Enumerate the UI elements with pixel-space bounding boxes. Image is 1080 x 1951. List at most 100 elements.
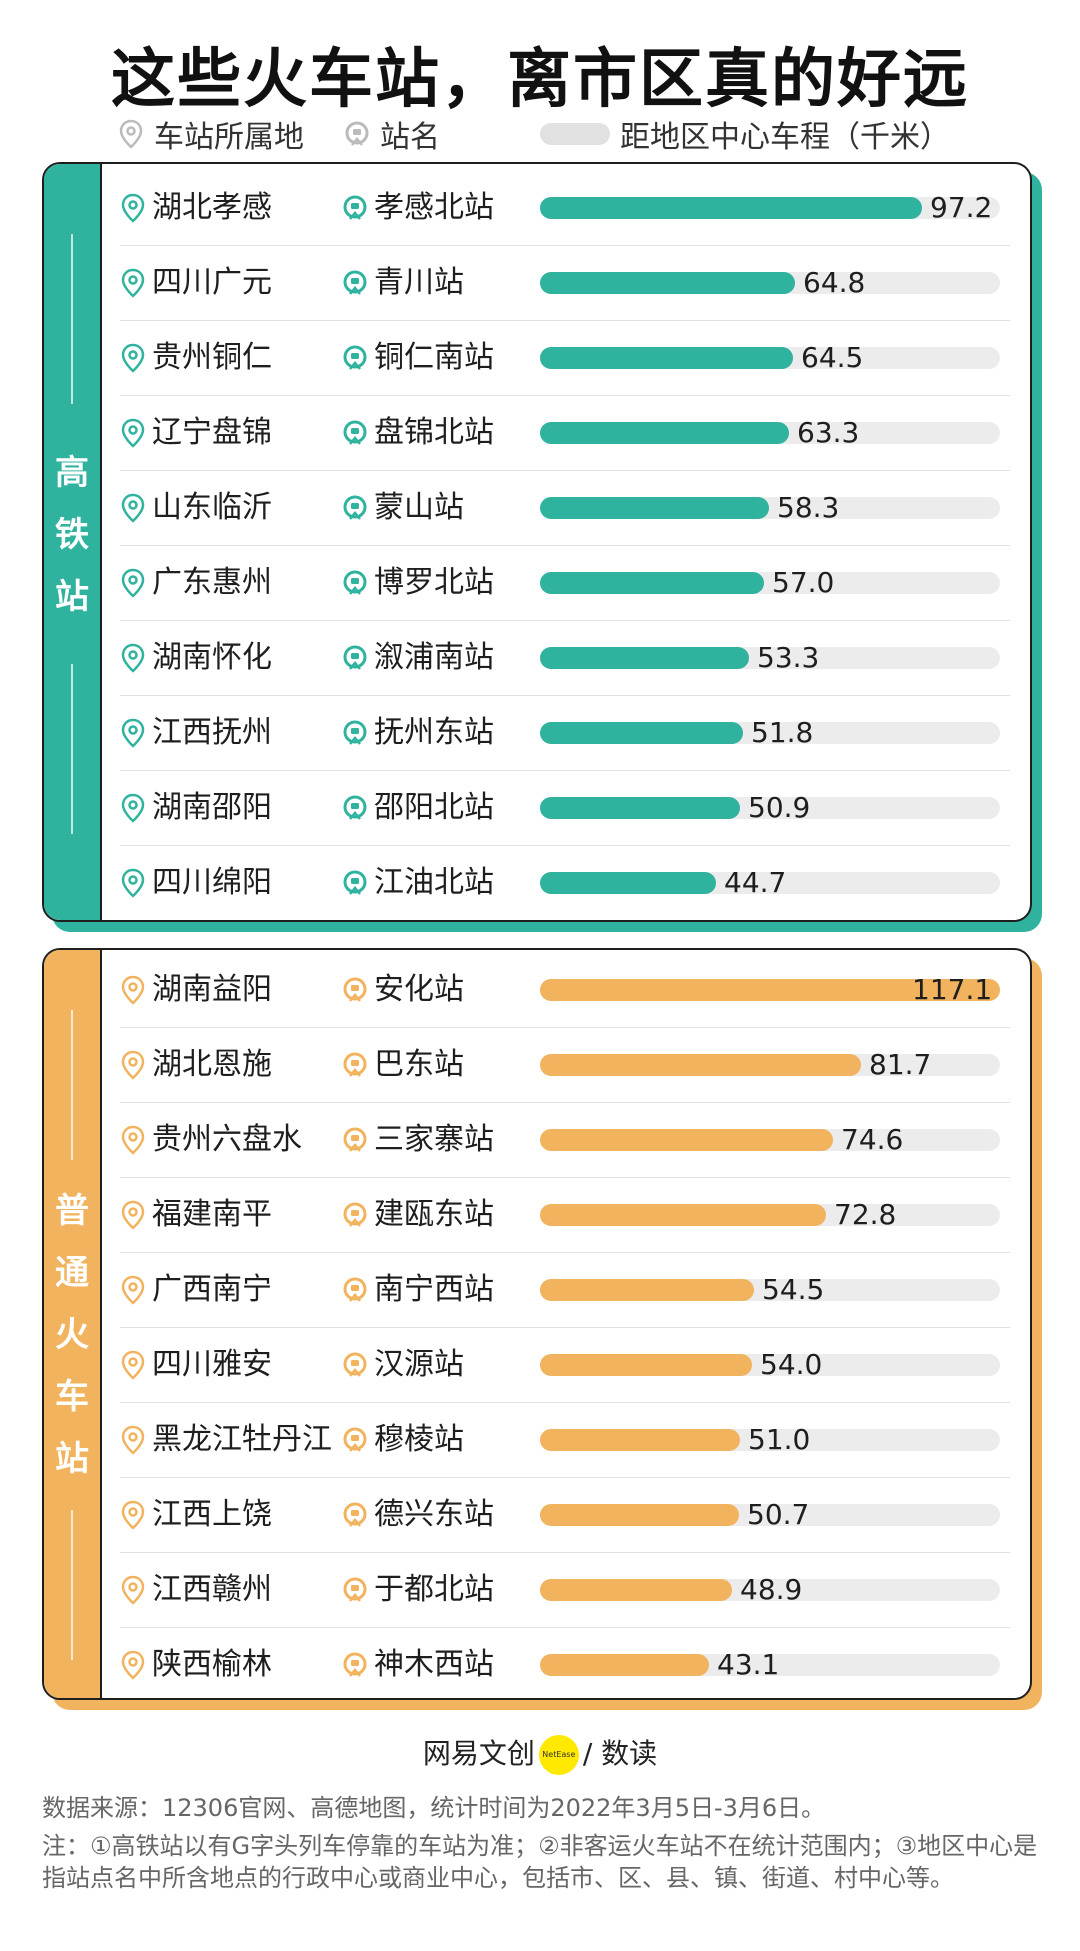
ordinary-table-row: 贵州六盘水 三家寨站 74.6 bbox=[120, 1102, 1010, 1178]
ordinary-table-row: 福建南平 建瓯东站 72.8 bbox=[120, 1177, 1010, 1253]
distance-bar-track bbox=[540, 497, 1000, 519]
location-pin-icon bbox=[121, 643, 145, 673]
region-label: 四川雅安 bbox=[152, 1347, 272, 1382]
ordinary-table-row: 陕西榆林 神木西站 43.1 bbox=[120, 1627, 1010, 1698]
location-pin-icon bbox=[121, 1425, 145, 1455]
hsr-table-row: 湖南邵阳 邵阳北站 50.9 bbox=[120, 770, 1010, 846]
region-label: 广西南宁 bbox=[152, 1272, 272, 1307]
ordinary-panel-frame: 普 通 火 车 站 湖南益阳 安化站 117.1 湖北恩施 巴东站 81.7 贵州六盘水 三家… bbox=[42, 948, 1032, 1700]
region-cell: 贵州六盘水 bbox=[120, 1102, 302, 1177]
region-cell: 陕西榆林 bbox=[120, 1627, 272, 1698]
station-label: 铜仁南站 bbox=[374, 340, 494, 375]
distance-bar-track bbox=[540, 197, 1000, 219]
region-cell: 广西南宁 bbox=[120, 1252, 272, 1327]
distance-bar-track bbox=[540, 979, 1000, 1001]
distance-value-label: 57.0 bbox=[772, 566, 835, 599]
region-label: 广东惠州 bbox=[152, 565, 272, 600]
distance-bar bbox=[540, 647, 749, 669]
distance-value-label: 97.2 bbox=[930, 191, 993, 224]
location-pin-icon bbox=[121, 868, 145, 898]
station-cell: 神木西站 bbox=[342, 1627, 494, 1698]
legend-station-label: 站名 bbox=[380, 120, 440, 155]
region-cell: 湖南邵阳 bbox=[120, 770, 272, 845]
train-station-icon bbox=[345, 121, 369, 146]
train-station-icon bbox=[343, 1427, 367, 1452]
location-pin-icon bbox=[121, 343, 145, 373]
station-label: 于都北站 bbox=[374, 1572, 494, 1607]
distance-value-label: 63.3 bbox=[797, 416, 860, 449]
station-label: 建瓯东站 bbox=[374, 1197, 494, 1232]
location-pin-icon bbox=[121, 193, 145, 223]
distance-bar-track bbox=[540, 1129, 1000, 1151]
distance-bar-track bbox=[540, 1654, 1000, 1676]
train-station-icon bbox=[343, 1577, 367, 1602]
distance-bar-track bbox=[540, 872, 1000, 894]
train-station-icon bbox=[343, 1202, 367, 1227]
location-pin-icon bbox=[121, 1575, 145, 1605]
distance-bar-track bbox=[540, 722, 1000, 744]
region-label: 江西赣州 bbox=[152, 1572, 272, 1607]
distance-bar bbox=[540, 1504, 739, 1526]
distance-bar-track bbox=[540, 422, 1000, 444]
region-label: 四川绵阳 bbox=[152, 865, 272, 900]
distance-bar bbox=[540, 1054, 861, 1076]
page-title: 这些火车站，离市区真的好远 bbox=[111, 43, 969, 117]
station-label: 盘锦北站 bbox=[374, 415, 494, 450]
station-label: 博罗北站 bbox=[374, 565, 494, 600]
location-pin-icon bbox=[121, 718, 145, 748]
distance-bar-track bbox=[540, 647, 1000, 669]
location-pin-icon bbox=[119, 119, 143, 149]
distance-value-label: 51.8 bbox=[751, 716, 814, 749]
station-cell: 抚州东站 bbox=[342, 695, 494, 770]
station-cell: 溆浦南站 bbox=[342, 620, 494, 695]
station-label: 蒙山站 bbox=[374, 490, 464, 525]
legend-region-label: 车站所属地 bbox=[154, 120, 304, 155]
hsr-panel-frame: 高 铁 站 湖北孝感 孝感北站 97.2 四川广元 青川站 64.8 贵州铜仁 铜仁南站 64.… bbox=[42, 162, 1032, 922]
station-cell: 孝感北站 bbox=[342, 170, 494, 245]
train-station-icon bbox=[343, 645, 367, 670]
region-cell: 江西赣州 bbox=[120, 1552, 272, 1627]
location-pin-icon bbox=[121, 975, 145, 1005]
distance-bar bbox=[540, 197, 922, 219]
distance-value-label: 58.3 bbox=[777, 491, 840, 524]
station-label: 溆浦南站 bbox=[374, 640, 494, 675]
distance-value-label: 54.5 bbox=[762, 1273, 825, 1306]
ordinary-table-row: 江西赣州 于都北站 48.9 bbox=[120, 1552, 1010, 1628]
ordinary-table-row: 广西南宁 南宁西站 54.5 bbox=[120, 1252, 1010, 1328]
ordinary-side-line-bottom bbox=[71, 1510, 73, 1660]
region-label: 贵州六盘水 bbox=[152, 1122, 302, 1157]
train-station-icon bbox=[343, 495, 367, 520]
distance-bar-track bbox=[540, 1579, 1000, 1601]
region-label: 江西上饶 bbox=[152, 1497, 272, 1532]
station-label: 江油北站 bbox=[374, 865, 494, 900]
train-station-icon bbox=[343, 1502, 367, 1527]
distance-bar bbox=[540, 722, 743, 744]
station-label: 穆棱站 bbox=[374, 1422, 464, 1457]
station-cell: 穆棱站 bbox=[342, 1402, 464, 1477]
distance-value-label: 54.0 bbox=[760, 1348, 823, 1381]
train-station-icon bbox=[343, 720, 367, 745]
station-label: 三家寨站 bbox=[374, 1122, 494, 1157]
distance-value-label: 72.8 bbox=[834, 1198, 897, 1231]
station-cell: 巴东站 bbox=[342, 1027, 464, 1102]
region-label: 山东临沂 bbox=[152, 490, 272, 525]
distance-value-label: 64.8 bbox=[803, 266, 866, 299]
region-label: 四川广元 bbox=[152, 265, 272, 300]
distance-bar bbox=[540, 1204, 826, 1226]
hsr-table-row: 湖北孝感 孝感北站 97.2 bbox=[120, 170, 1010, 246]
region-label: 湖北孝感 bbox=[152, 190, 272, 225]
distance-bar bbox=[540, 1129, 833, 1151]
hsr-side-line-top bbox=[71, 234, 73, 404]
station-label: 德兴东站 bbox=[374, 1497, 494, 1532]
ordinary-side-char-1: 普 bbox=[55, 1191, 89, 1231]
region-label: 湖南怀化 bbox=[152, 640, 272, 675]
distance-bar bbox=[540, 1354, 752, 1376]
region-label: 辽宁盘锦 bbox=[152, 415, 272, 450]
distance-value-label: 51.0 bbox=[748, 1423, 811, 1456]
distance-value-label: 74.6 bbox=[841, 1123, 904, 1156]
distance-bar-track bbox=[540, 347, 1000, 369]
hsr-table-row: 湖南怀化 溆浦南站 53.3 bbox=[120, 620, 1010, 696]
station-cell: 德兴东站 bbox=[342, 1477, 494, 1552]
hsr-side-char-2: 铁 bbox=[55, 515, 89, 555]
ordinary-side-label: 普 通 火 车 站 bbox=[44, 950, 102, 1698]
